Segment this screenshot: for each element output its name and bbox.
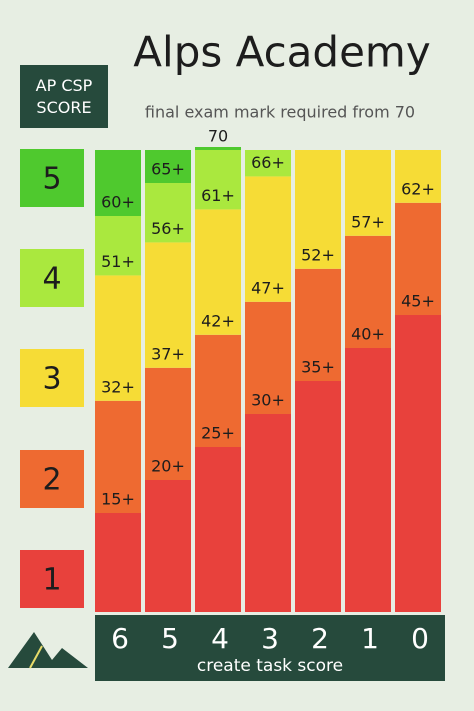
bar-segment xyxy=(145,367,191,480)
data-label: 62+ xyxy=(401,179,435,198)
bar-segment xyxy=(95,513,141,612)
bar-segment xyxy=(395,315,441,612)
bar-segment xyxy=(145,480,191,612)
legend-label: 4 xyxy=(42,262,61,297)
bar-segment xyxy=(345,348,391,612)
legend-swatch xyxy=(20,450,84,508)
legend-swatch xyxy=(20,349,84,407)
data-label: 47+ xyxy=(251,278,285,297)
legend-label: 3 xyxy=(42,362,61,397)
legend-swatch xyxy=(20,550,84,608)
bar-segment xyxy=(345,150,391,236)
data-label: 15+ xyxy=(101,490,135,509)
data-label: 32+ xyxy=(101,377,135,396)
bar-segment xyxy=(195,209,241,335)
data-label: 37+ xyxy=(151,344,185,363)
bar-segment xyxy=(345,235,391,348)
data-label: 35+ xyxy=(301,358,335,377)
legend-swatch xyxy=(20,249,84,307)
bar-segment xyxy=(195,447,241,612)
bar-segment xyxy=(245,176,291,302)
legend-swatch xyxy=(20,149,84,207)
bar-segment xyxy=(145,183,191,243)
bar-segment xyxy=(95,400,141,513)
bar-segment xyxy=(95,150,141,216)
data-label: 70 xyxy=(208,127,228,146)
bar-segment xyxy=(145,242,191,368)
bar-segment xyxy=(195,150,241,210)
x-axis-band xyxy=(95,615,445,681)
data-label: 42+ xyxy=(201,311,235,330)
data-label: 65+ xyxy=(151,160,185,179)
legend-label: 1 xyxy=(42,563,61,598)
data-label: 57+ xyxy=(351,212,385,231)
logo xyxy=(8,632,88,669)
chart-title: Alps Academy xyxy=(133,28,430,77)
x-tick-label: 4 xyxy=(211,622,229,655)
bar-segment xyxy=(95,275,141,401)
bar-segment xyxy=(195,147,241,150)
data-label: 61+ xyxy=(201,186,235,205)
x-tick-label: 3 xyxy=(261,622,279,655)
x-tick-label: 1 xyxy=(361,622,379,655)
data-label: 30+ xyxy=(251,391,285,410)
data-label: 52+ xyxy=(301,245,335,264)
legend-title: AP CSP SCORE xyxy=(20,65,108,128)
bar-segment xyxy=(295,150,341,269)
legend-label: 5 xyxy=(42,162,61,197)
bar-segment xyxy=(145,150,191,183)
bar-segment xyxy=(295,268,341,381)
bar-segment xyxy=(245,301,291,414)
x-tick-label: 6 xyxy=(111,622,129,655)
x-axis-label: create task score xyxy=(197,656,343,676)
data-label: 45+ xyxy=(401,292,435,311)
data-label: 20+ xyxy=(151,457,185,476)
bar-segment xyxy=(295,381,341,612)
bar-segment xyxy=(395,150,441,203)
x-tick-label: 5 xyxy=(161,622,179,655)
bar-segment xyxy=(395,202,441,315)
bar-segment xyxy=(245,414,291,612)
x-tick-label: 0 xyxy=(411,622,429,655)
bar-segment xyxy=(245,150,291,177)
data-label: 51+ xyxy=(101,252,135,271)
data-label: 56+ xyxy=(151,219,185,238)
bar-segment xyxy=(95,216,141,276)
x-tick-label: 2 xyxy=(311,622,329,655)
data-label: 25+ xyxy=(201,424,235,443)
legend-label: 2 xyxy=(42,463,61,498)
data-label: 40+ xyxy=(351,325,385,344)
subtitle: final exam mark required from 70 xyxy=(145,103,415,122)
bar-segment xyxy=(195,334,241,447)
data-label: 60+ xyxy=(101,193,135,212)
data-label: 66+ xyxy=(251,153,285,172)
